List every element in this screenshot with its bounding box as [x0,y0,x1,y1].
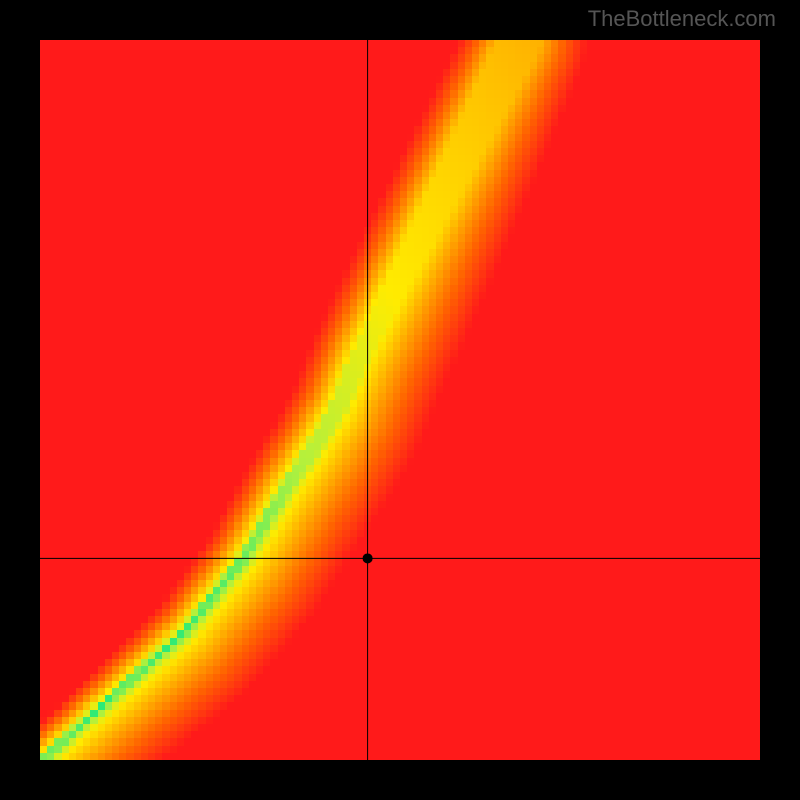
chart-container: TheBottleneck.com [0,0,800,800]
watermark-text: TheBottleneck.com [588,6,776,32]
crosshair-overlay [0,0,800,800]
